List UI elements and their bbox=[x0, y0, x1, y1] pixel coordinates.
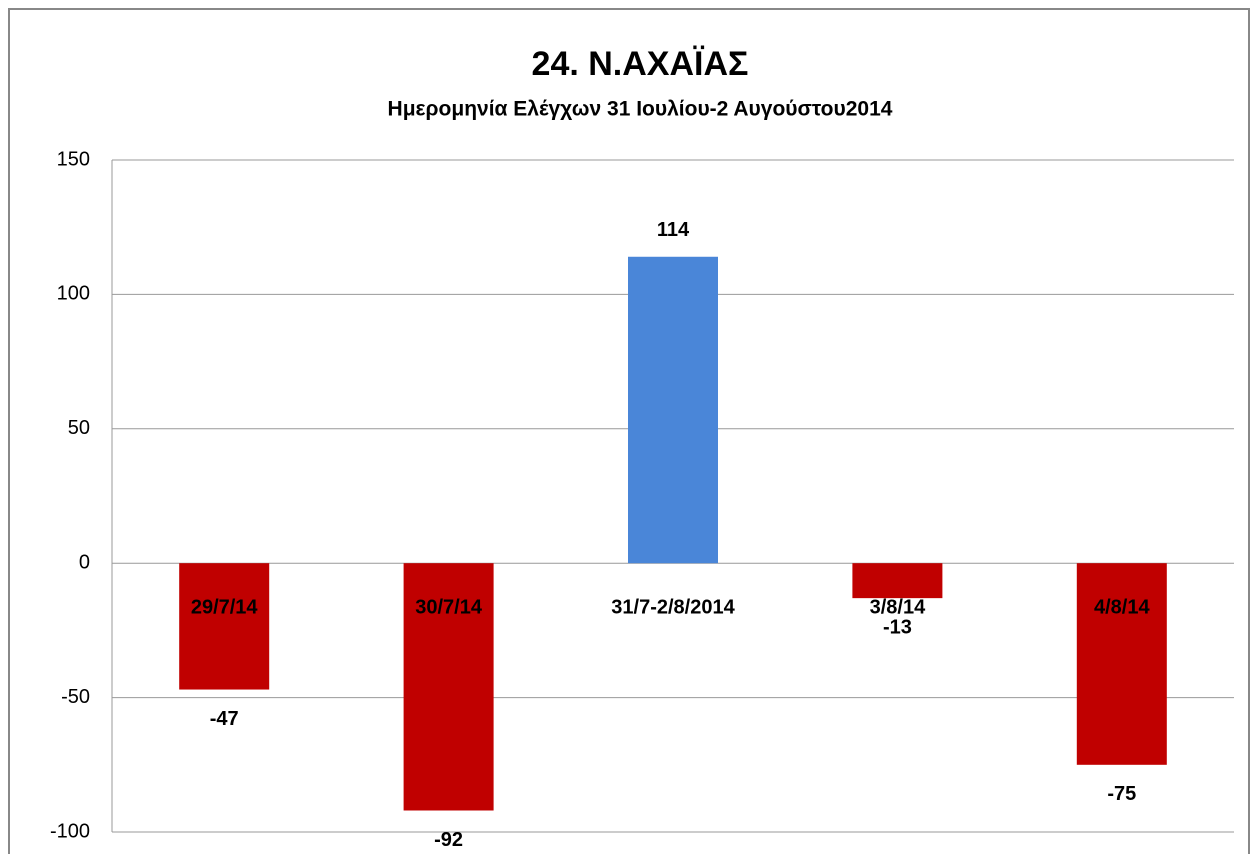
chart-subtitle: Ημερομηνία Ελέγχων 31 Ιουλίου-2 Αυγούστο… bbox=[388, 98, 893, 121]
data-label: 114 bbox=[657, 219, 690, 241]
bar bbox=[628, 256, 718, 564]
y-tick-label: 0 bbox=[79, 551, 90, 573]
y-tick-label: 50 bbox=[68, 417, 90, 439]
bar bbox=[1076, 563, 1167, 765]
y-tick-label: -50 bbox=[61, 686, 90, 708]
x-tick-label: 3/8/14 bbox=[870, 596, 926, 618]
y-tick-label: 100 bbox=[57, 283, 90, 305]
data-label: -47 bbox=[210, 708, 239, 730]
x-tick-label: 4/8/14 bbox=[1094, 596, 1150, 618]
bar bbox=[179, 563, 270, 690]
x-tick-label: 31/7-2/8/2014 bbox=[611, 596, 735, 618]
bar bbox=[852, 563, 943, 599]
chart-title: 24. Ν.ΑΧΑΪΑΣ bbox=[532, 45, 749, 83]
x-tick-label: 29/7/14 bbox=[191, 596, 259, 618]
y-tick-label: -100 bbox=[50, 820, 90, 842]
data-label: -75 bbox=[1107, 783, 1136, 805]
x-tick-label: 30/7/14 bbox=[415, 596, 483, 618]
bar bbox=[403, 563, 494, 811]
data-label: -92 bbox=[434, 829, 463, 851]
data-label: -13 bbox=[883, 616, 912, 638]
y-tick-label: 150 bbox=[57, 148, 90, 170]
